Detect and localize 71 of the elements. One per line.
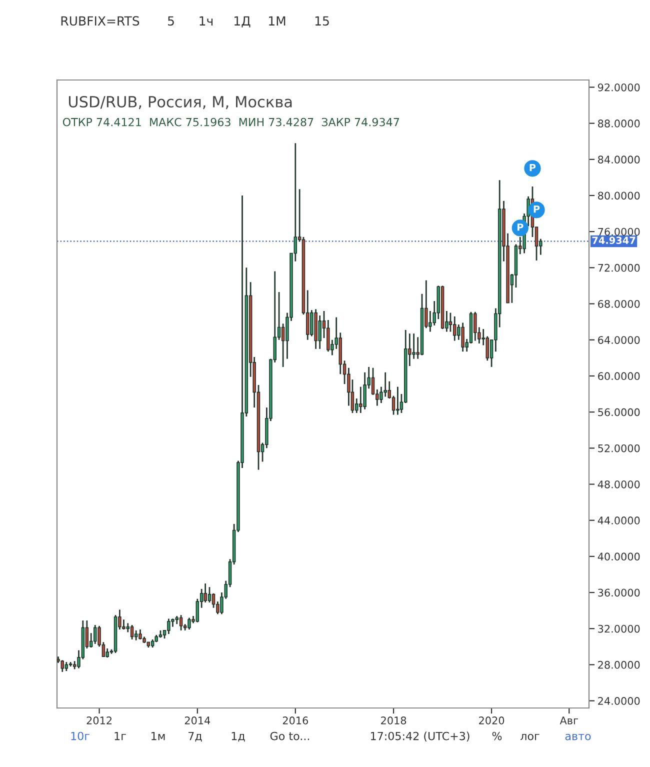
annotation: P bbox=[534, 206, 540, 213]
x-tick-label: Авг bbox=[560, 716, 578, 724]
text: 15 bbox=[315, 16, 329, 26]
candlestick bbox=[448, 312, 452, 332]
candlestick bbox=[396, 386, 400, 416]
candlestick bbox=[310, 309, 314, 337]
y-tick-label: 52.0000 bbox=[598, 444, 640, 452]
y-tick-label: 32.0000 bbox=[598, 624, 640, 633]
candlestick bbox=[326, 319, 330, 352]
text: RUBFIX=RTS bbox=[61, 16, 140, 26]
text: USD/RUB, Россия, M, Москва bbox=[68, 96, 292, 110]
candlestick bbox=[474, 311, 477, 342]
y-tick-label: 56.0000 bbox=[598, 408, 640, 416]
y-tick-label: 40.0000 bbox=[598, 552, 640, 561]
y-tick-label: 84.0000 bbox=[598, 156, 640, 164]
text: ОТКР 74.4121 МАКС 75.1963 МИН 73.4287 ЗАКР 74.9347 bbox=[62, 118, 399, 126]
candlestick bbox=[179, 614, 183, 632]
candlestick bbox=[167, 618, 170, 635]
x-tick-label: 2014 bbox=[184, 716, 210, 724]
candlestick bbox=[138, 628, 142, 640]
candlestick bbox=[188, 617, 191, 630]
text: 1д bbox=[232, 732, 245, 742]
annotation: P bbox=[517, 224, 524, 231]
text: 1М bbox=[269, 16, 286, 26]
ref-line-label: 74.9347 bbox=[592, 236, 636, 244]
candlestick bbox=[134, 630, 138, 642]
y-tick-label: 60.0000 bbox=[598, 372, 640, 380]
candlestick bbox=[461, 322, 464, 352]
candlestick bbox=[204, 582, 207, 604]
candlestick bbox=[93, 624, 97, 645]
y-tick-label: 72.0000 bbox=[598, 264, 640, 272]
candlestick bbox=[359, 386, 362, 414]
candlestick bbox=[318, 314, 322, 350]
text: лог bbox=[520, 734, 540, 740]
x-tick-label: 2018 bbox=[381, 716, 406, 724]
candlestick bbox=[106, 648, 109, 658]
text: 7д bbox=[188, 732, 202, 742]
text: 1г bbox=[114, 732, 126, 740]
y-tick-label: 24.0000 bbox=[598, 697, 640, 705]
text: 10г bbox=[71, 732, 90, 740]
y-tick-label: 92.0000 bbox=[598, 83, 640, 92]
y-tick-label: 64.0000 bbox=[598, 336, 640, 344]
candlestick bbox=[452, 316, 456, 342]
candlestick bbox=[486, 336, 490, 362]
x-tick-label: 2012 bbox=[86, 716, 112, 724]
candlestick bbox=[130, 624, 134, 640]
text: 5 bbox=[168, 16, 174, 26]
y-tick-label: 44.0000 bbox=[598, 516, 640, 524]
candlestick bbox=[371, 367, 375, 396]
candlestick bbox=[412, 332, 416, 360]
text: 17:05:42 (UTC+3) bbox=[370, 732, 470, 742]
y-tick-label: 88.0000 bbox=[598, 120, 640, 128]
x-tick-label: 2016 bbox=[282, 716, 308, 724]
candlestick bbox=[60, 659, 64, 673]
annotation: P bbox=[530, 164, 536, 172]
y-tick-label: 28.0000 bbox=[598, 660, 640, 669]
text: 1ч bbox=[200, 16, 213, 26]
candlestick bbox=[208, 586, 212, 604]
y-tick-label: 48.0000 bbox=[598, 480, 640, 488]
text: 1Д bbox=[234, 16, 250, 28]
candlestick bbox=[212, 592, 216, 609]
y-tick-label: 80.0000 bbox=[598, 192, 640, 200]
text: % bbox=[492, 732, 502, 740]
text: Go to... bbox=[270, 732, 310, 740]
x-tick-label: 2020 bbox=[479, 716, 504, 724]
text: авто bbox=[565, 734, 591, 740]
y-tick-label: 68.0000 bbox=[598, 300, 640, 308]
text: 1м bbox=[151, 732, 165, 740]
y-tick-label: 36.0000 bbox=[598, 588, 640, 597]
candlestick bbox=[126, 622, 130, 633]
y-tick-label: 76.0000 bbox=[598, 228, 640, 236]
